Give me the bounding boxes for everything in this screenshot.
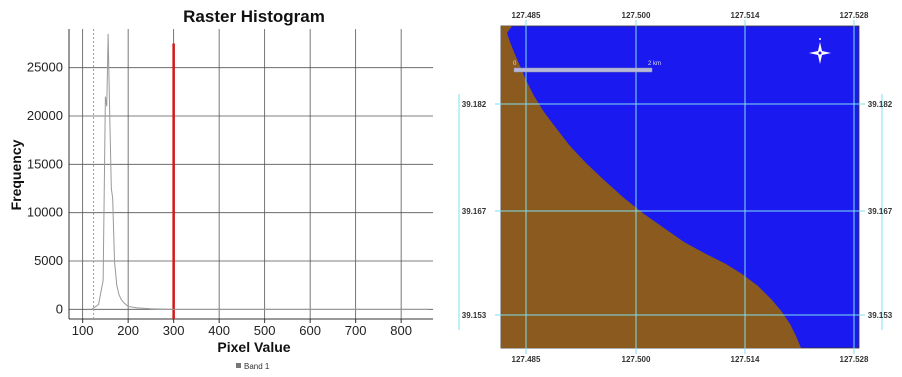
top-lon-label: 127.485: [512, 11, 541, 20]
map-view: 127.485 127.500 127.514 127.528 127.485 …: [440, 0, 902, 372]
bottom-lon-label: 127.528: [840, 355, 869, 364]
top-lon-label: 127.528: [840, 11, 869, 20]
chart-legend: Band 1: [236, 362, 270, 371]
left-lat-label: 39.167: [462, 207, 487, 216]
x-tick-label: 500: [254, 323, 276, 338]
left-lat-label: 39.153: [462, 311, 487, 320]
x-tick-label: 700: [345, 323, 367, 338]
top-lon-label: 127.514: [731, 11, 760, 20]
bottom-lon-label: 127.485: [512, 355, 541, 364]
right-lat-label: 39.167: [868, 207, 893, 216]
top-lon-label: 127.500: [622, 11, 651, 20]
map-panel: 127.485 127.500 127.514 127.528 127.485 …: [440, 0, 902, 372]
raster-histogram-panel: Raster Histogram 100 200 300 400 500 600 700 80…: [0, 0, 440, 372]
x-tick-label: 200: [117, 323, 139, 338]
chart-title: Raster Histogram: [183, 7, 325, 26]
legend-swatch: [236, 363, 241, 368]
right-lat-label: 39.153: [868, 311, 893, 320]
bottom-lon-label: 127.500: [622, 355, 651, 364]
x-tick-label: 300: [163, 323, 185, 338]
plot-area: [69, 29, 433, 319]
y-tick-label: 25000: [27, 60, 63, 75]
y-tick-label: 10000: [27, 205, 63, 220]
y-tick-label: 0: [56, 301, 63, 316]
y-tick-label: 20000: [27, 108, 63, 123]
x-tick-label: 100: [72, 323, 94, 338]
right-lat-label: 39.182: [868, 100, 893, 109]
y-tick-label: 15000: [27, 156, 63, 171]
scale-bar-end-label: 2 km: [648, 61, 661, 67]
legend-label: Band 1: [244, 362, 270, 371]
x-tick-label: 600: [299, 323, 321, 338]
x-tick-label: 400: [208, 323, 230, 338]
x-axis-label: Pixel Value: [217, 339, 290, 355]
y-tick-label: 5000: [34, 253, 63, 268]
raster-histogram-chart: Raster Histogram 100 200 300 400 500 600 700 80…: [0, 0, 440, 372]
bottom-lon-label: 127.514: [731, 355, 760, 364]
x-tick-label: 800: [390, 323, 412, 338]
y-axis-label: Frequency: [8, 139, 24, 210]
chart-grid: [69, 29, 433, 319]
left-lat-label: 39.182: [462, 100, 487, 109]
